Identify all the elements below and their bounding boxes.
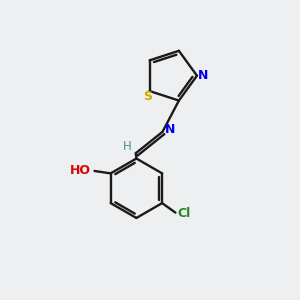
Text: HO: HO: [70, 164, 91, 178]
Text: N: N: [198, 69, 209, 82]
Text: S: S: [143, 90, 152, 103]
Text: H: H: [123, 140, 132, 153]
Text: Cl: Cl: [178, 207, 191, 220]
Text: N: N: [165, 123, 175, 136]
